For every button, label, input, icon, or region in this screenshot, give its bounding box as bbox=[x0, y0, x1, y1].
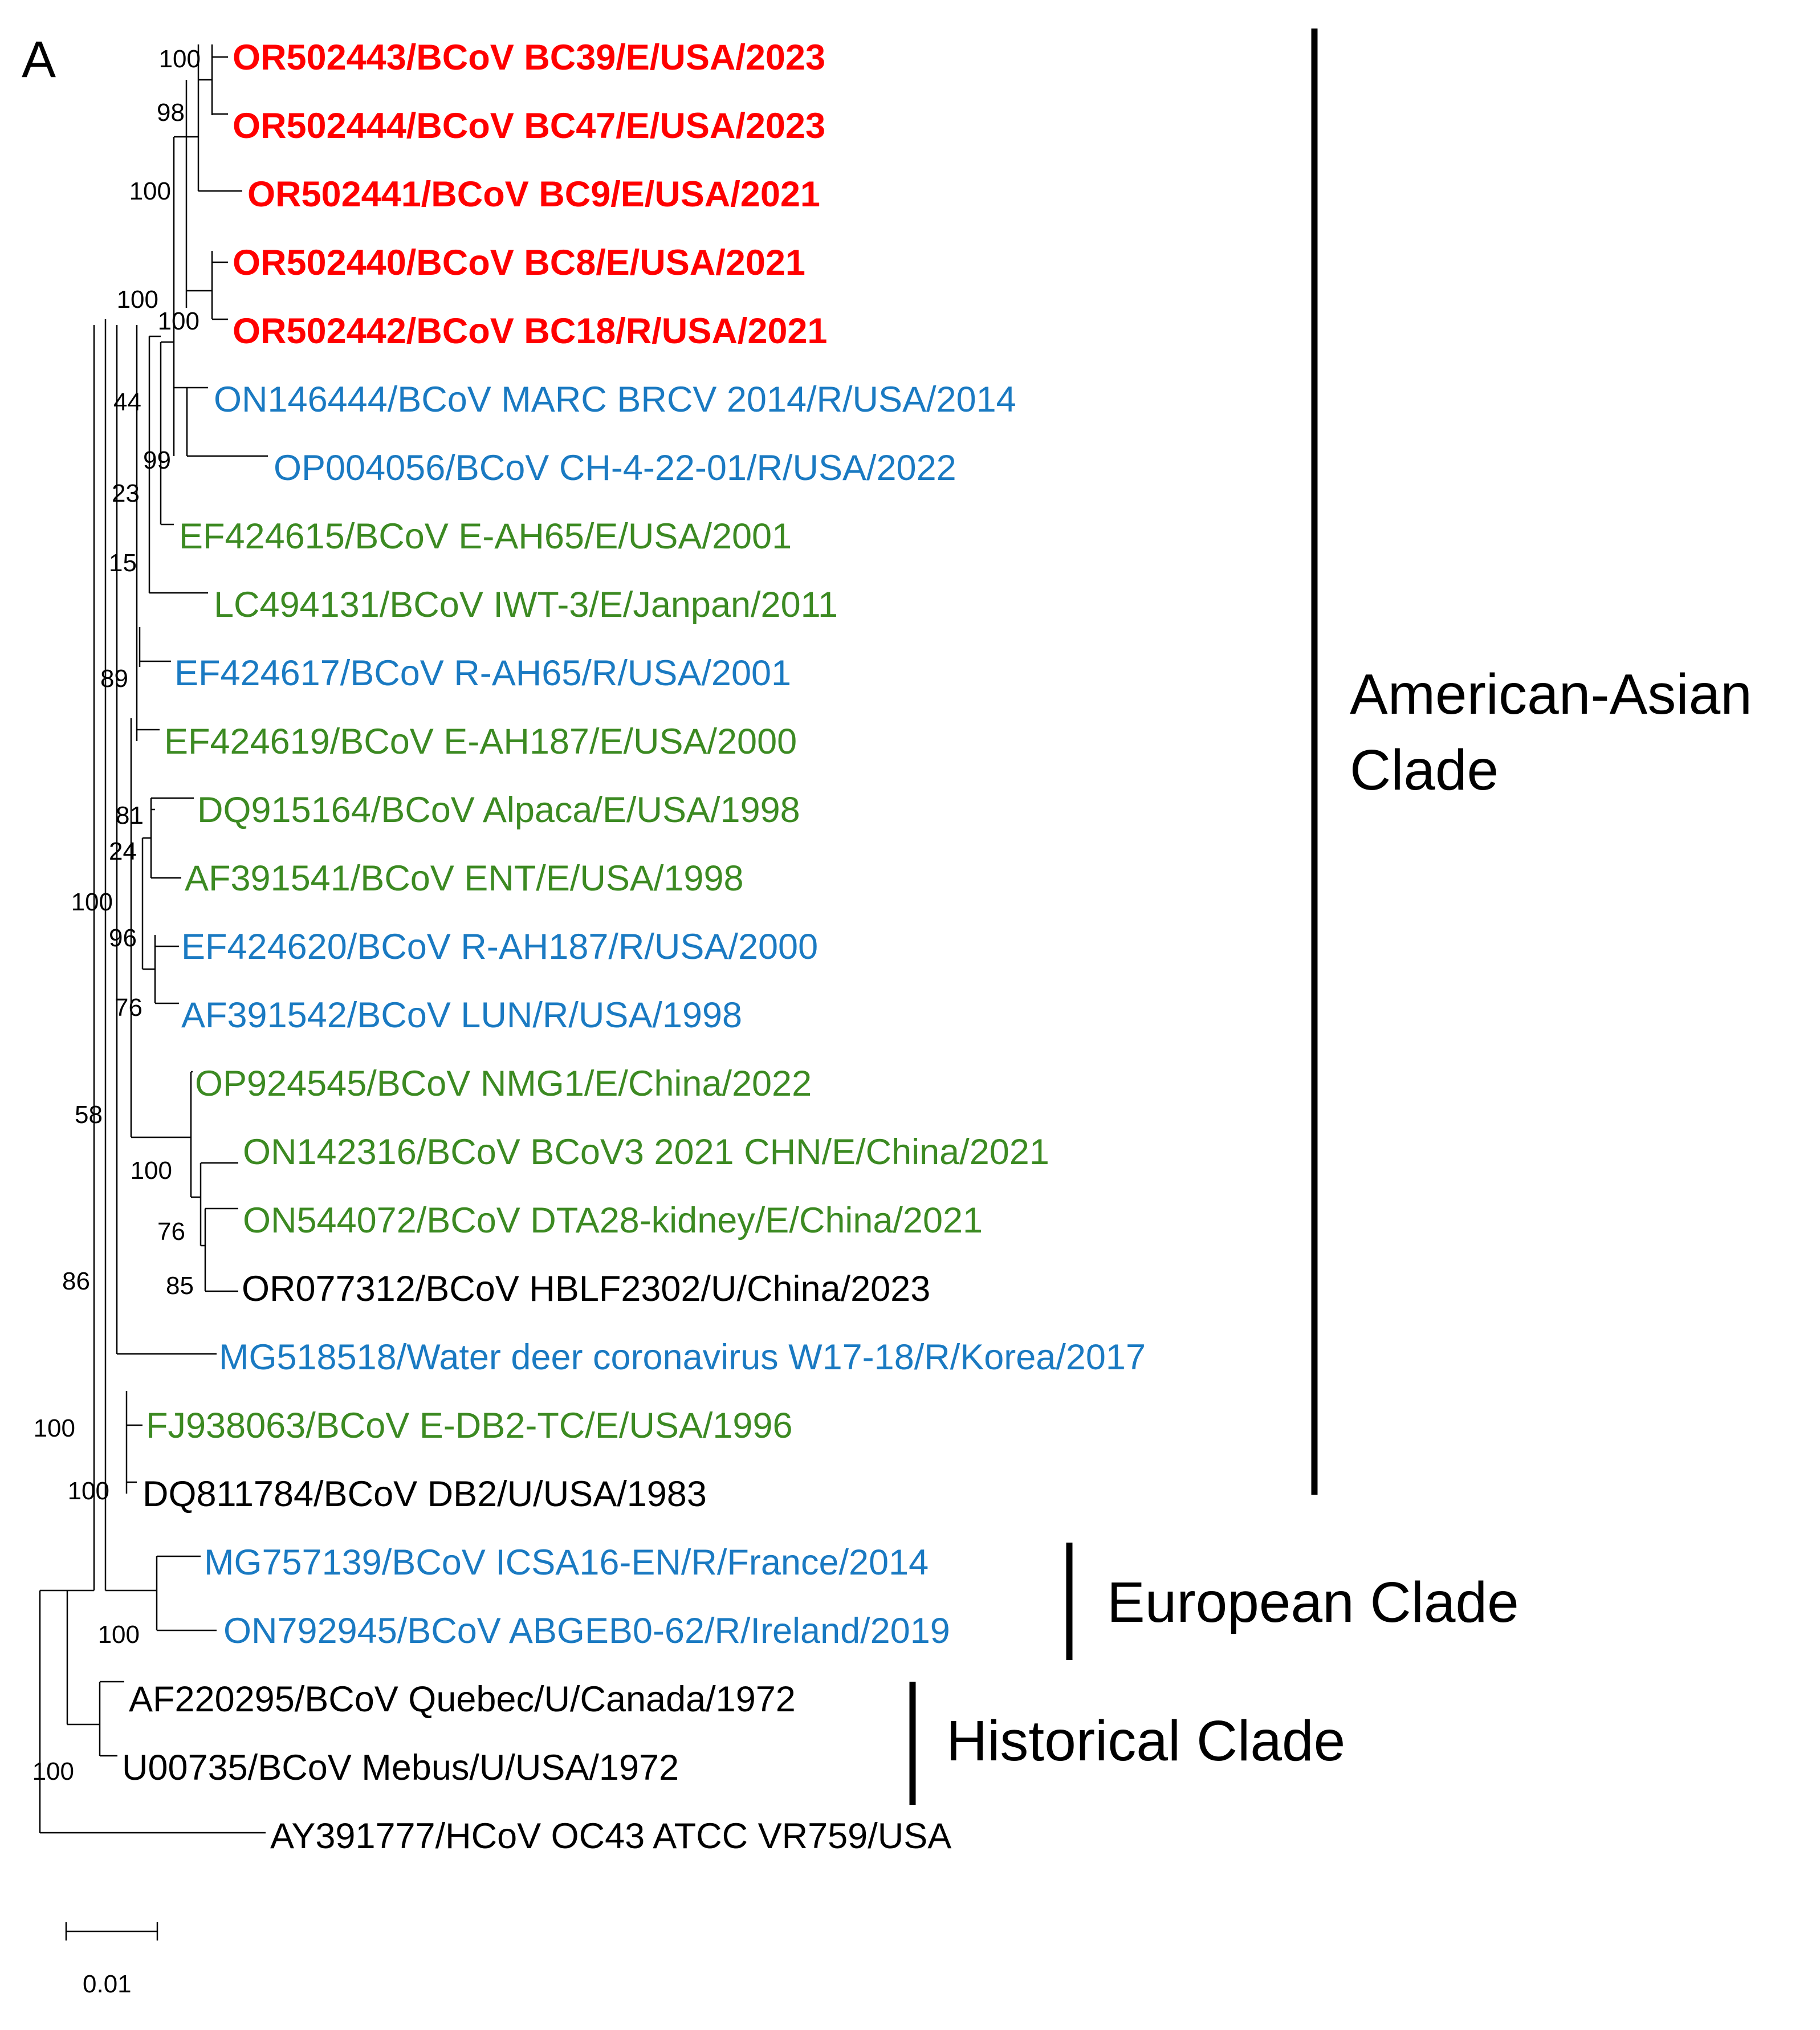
scale-bar-label: 0.01 bbox=[83, 1970, 132, 1998]
clade-label-american-asian-line2: Clade bbox=[1350, 738, 1499, 802]
bootstrap-value: 100 bbox=[129, 177, 171, 205]
taxon-label: FJ938063/BCoV E-DB2-TC/E/USA/1996 bbox=[146, 1406, 793, 1446]
taxon-label: OP004056/BCoV CH-4-22-01/R/USA/2022 bbox=[274, 448, 956, 488]
tree-branches bbox=[39, 44, 268, 1834]
bootstrap-value: 24 bbox=[109, 837, 137, 865]
bootstrap-value: 76 bbox=[115, 994, 142, 1022]
bootstrap-value: 96 bbox=[109, 924, 137, 952]
taxon-label: LC494131/BCoV IWT-3/E/Janpan/2011 bbox=[214, 585, 838, 625]
taxon-labels: OR502443/BCoV BC39/E/USA/2023 OR502444/BC… bbox=[122, 38, 1146, 1856]
taxon-label: ON142316/BCoV BCoV3 2021 CHN/E/China/202… bbox=[243, 1132, 1049, 1172]
taxon-label: OR077312/BCoV HBLF2302/U/China/2023 bbox=[242, 1269, 930, 1309]
taxon-label: ON146444/BCoV MARC BRCV 2014/R/USA/2014 bbox=[214, 380, 1016, 420]
bootstrap-value: 100 bbox=[158, 307, 199, 335]
taxon-label: AF391541/BCoV ENT/E/USA/1998 bbox=[185, 859, 744, 898]
taxon-label: OR502444/BCoV BC47/E/USA/2023 bbox=[233, 106, 825, 146]
clade-label-european: European Clade bbox=[1107, 1571, 1519, 1634]
taxon-label: U00735/BCoV Mebus/U/USA/1972 bbox=[122, 1748, 679, 1788]
bootstrap-value: 100 bbox=[32, 1758, 74, 1785]
bootstrap-value: 85 bbox=[166, 1272, 194, 1300]
taxon-label: OP924545/BCoV NMG1/E/China/2022 bbox=[195, 1064, 812, 1104]
clade-label-historical: Historical Clade bbox=[946, 1709, 1345, 1773]
taxon-label: OR502442/BCoV BC18/R/USA/2021 bbox=[233, 311, 827, 351]
bootstrap-value: 76 bbox=[157, 1218, 185, 1246]
taxon-label: DQ811784/BCoV DB2/U/USA/1983 bbox=[142, 1474, 707, 1514]
bootstrap-support-values: 1009810010010044992315898124100967658100… bbox=[32, 45, 201, 1785]
taxon-label: MG518518/Water deer coronavirus W17-18/R… bbox=[219, 1337, 1146, 1377]
taxon-label: AY391777/HCoV OC43 ATCC VR759/USA bbox=[270, 1816, 951, 1856]
bootstrap-value: 100 bbox=[117, 286, 158, 314]
bootstrap-value: 100 bbox=[34, 1414, 75, 1442]
bootstrap-value: 100 bbox=[71, 888, 113, 916]
taxon-label: EF424620/BCoV R-AH187/R/USA/2000 bbox=[181, 927, 818, 967]
taxon-label: AF220295/BCoV Quebec/U/Canada/1972 bbox=[129, 1679, 796, 1719]
bootstrap-value: 100 bbox=[98, 1621, 140, 1649]
bootstrap-value: 81 bbox=[116, 802, 144, 829]
bootstrap-value: 100 bbox=[131, 1157, 172, 1185]
bootstrap-value: 99 bbox=[143, 446, 171, 474]
taxon-label: ON792945/BCoV ABGEB0-62/R/Ireland/2019 bbox=[223, 1611, 950, 1651]
bootstrap-value: 100 bbox=[159, 45, 201, 73]
taxon-label: EF424615/BCoV E-AH65/E/USA/2001 bbox=[179, 516, 792, 556]
taxon-label: OR502443/BCoV BC39/E/USA/2023 bbox=[233, 38, 825, 78]
scale-bar: 0.01 bbox=[65, 1922, 158, 1998]
bootstrap-value: 100 bbox=[68, 1477, 109, 1505]
clade-label-american-asian-line1: American-Asian bbox=[1350, 662, 1752, 726]
taxon-label: OR502441/BCoV BC9/E/USA/2021 bbox=[247, 174, 820, 214]
bootstrap-value: 15 bbox=[109, 549, 137, 577]
taxon-label: MG757139/BCoV ICSA16-EN/R/France/2014 bbox=[204, 1543, 929, 1582]
bootstrap-value: 23 bbox=[112, 479, 140, 507]
taxon-label: EF424619/BCoV E-AH187/E/USA/2000 bbox=[164, 722, 797, 762]
taxon-label: ON544072/BCoV DTA28-kidney/E/China/2021 bbox=[243, 1201, 983, 1240]
bootstrap-value: 58 bbox=[75, 1101, 103, 1129]
bootstrap-value: 89 bbox=[100, 665, 128, 693]
taxon-label: EF424617/BCoV R-AH65/R/USA/2001 bbox=[174, 653, 791, 693]
taxon-label: OR502440/BCoV BC8/E/USA/2021 bbox=[233, 243, 805, 283]
bootstrap-value: 44 bbox=[113, 388, 141, 416]
panel-label: A bbox=[22, 31, 56, 88]
taxon-label: DQ915164/BCoV Alpaca/E/USA/1998 bbox=[197, 790, 800, 830]
bootstrap-value: 98 bbox=[157, 99, 185, 127]
bootstrap-value: 86 bbox=[62, 1267, 90, 1295]
taxon-label: AF391542/BCoV LUN/R/USA/1998 bbox=[181, 995, 742, 1035]
